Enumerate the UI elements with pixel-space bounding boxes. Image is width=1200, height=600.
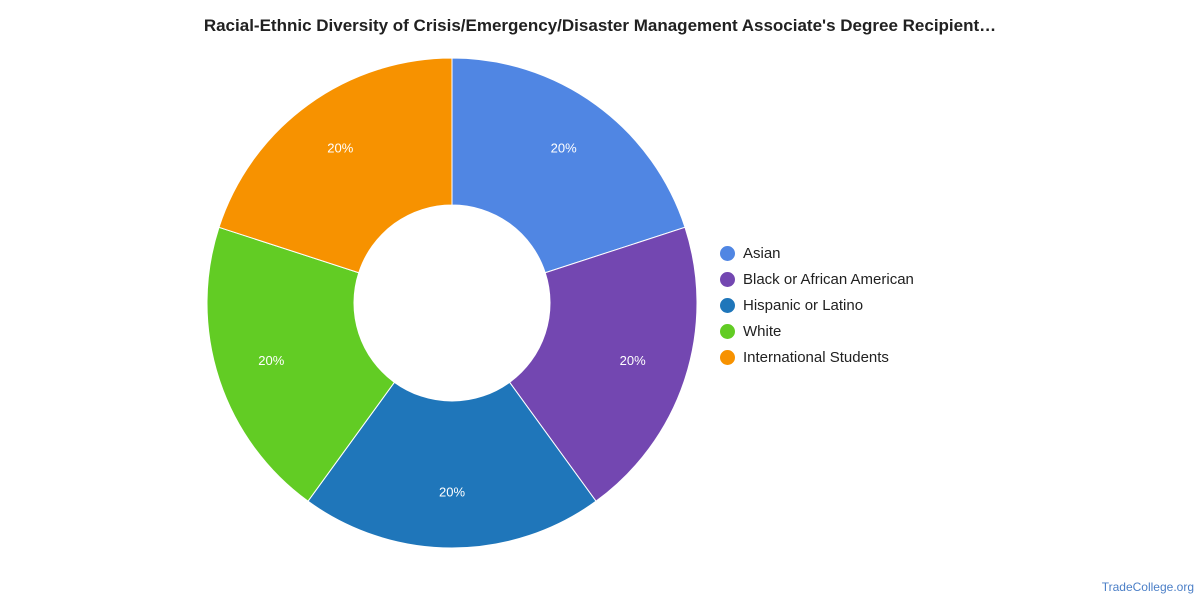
data-label-hispanic-or-latino: 20%	[439, 484, 465, 499]
legend-label: White	[743, 322, 782, 340]
slice-white[interactable]	[206, 226, 396, 502]
legend-item-international-students[interactable]: International Students	[720, 344, 914, 370]
legend-swatch	[720, 271, 735, 287]
data-label-asian: 20%	[551, 141, 577, 156]
data-label-international-students: 20%	[327, 141, 353, 156]
slice-asian[interactable]	[451, 57, 686, 274]
slice-international-students[interactable]	[218, 57, 453, 274]
legend-item-black-or-african-american[interactable]: Black or African American	[720, 266, 914, 292]
chart-legend: Asian Black or African American Hispanic…	[720, 240, 914, 370]
slice-black-or-african-american[interactable]	[508, 226, 698, 502]
chart-title: Racial-Ethnic Diversity of Crisis/Emerge…	[203, 16, 997, 35]
legend-swatch	[720, 297, 735, 313]
data-label-black-or-african-american: 20%	[620, 353, 646, 368]
legend-swatch	[720, 349, 735, 365]
legend-item-hispanic-or-latino[interactable]: Hispanic or Latino	[720, 292, 914, 318]
legend-swatch	[720, 323, 735, 339]
legend-label: Asian	[743, 244, 781, 262]
legend-swatch	[720, 245, 735, 261]
source-credit[interactable]: TradeCollege.org	[1101, 580, 1194, 594]
legend-label: International Students	[743, 348, 889, 366]
slice-hispanic-or-latino[interactable]	[307, 381, 597, 549]
legend-item-asian[interactable]: Asian	[720, 240, 914, 266]
legend-label: Black or African American	[743, 270, 914, 288]
data-label-white: 20%	[258, 353, 284, 368]
legend-label: Hispanic or Latino	[743, 296, 864, 314]
legend-item-white[interactable]: White	[720, 318, 914, 344]
